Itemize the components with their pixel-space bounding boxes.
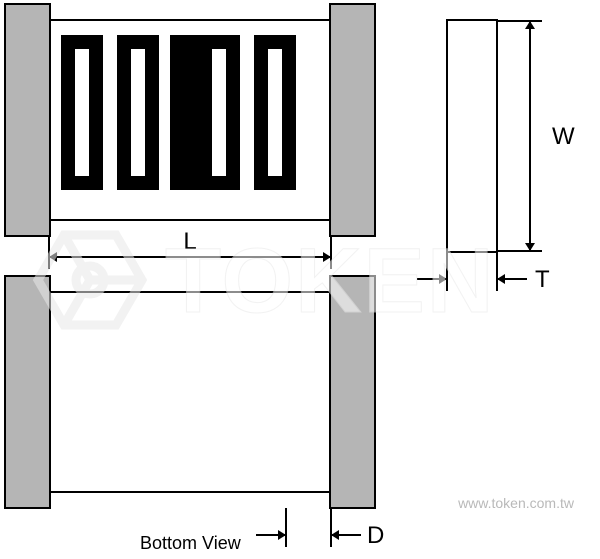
diagram-stage: L W T D xyxy=(0,0,600,559)
svg-text:W: W xyxy=(552,123,575,150)
diagram-svg: L W T D xyxy=(0,0,600,559)
svg-text:D: D xyxy=(367,522,384,549)
bottom-view-label: Bottom View xyxy=(140,533,241,554)
svg-text:L: L xyxy=(183,228,196,255)
svg-text:T: T xyxy=(535,266,550,293)
footer-url: www.token.com.tw xyxy=(458,495,574,511)
